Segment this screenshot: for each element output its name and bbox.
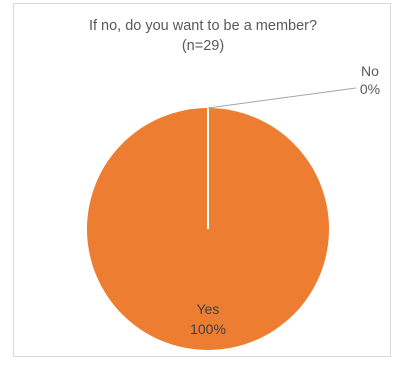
slice-value-no: 0%	[360, 81, 380, 97]
slice-label-no: No	[361, 63, 379, 79]
slice-value-yes: 100%	[190, 321, 226, 337]
pie-slices	[87, 108, 329, 350]
no-slice-leader-line	[207, 87, 357, 109]
chart-subtitle: (n=29)	[182, 38, 224, 54]
slice-label-yes: Yes	[197, 301, 220, 317]
chart-title: If no, do you want to be a member?	[89, 18, 317, 34]
